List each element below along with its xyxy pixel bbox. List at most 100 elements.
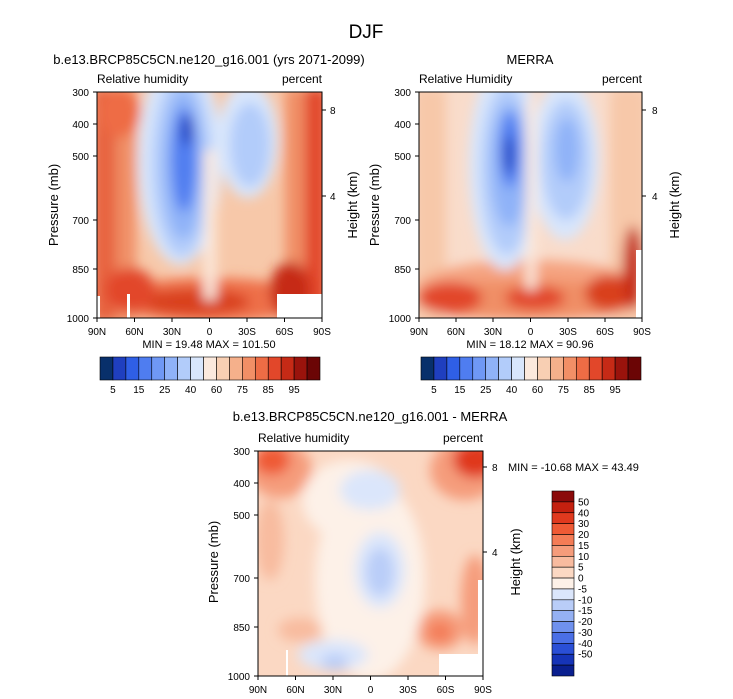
colorbar-box <box>551 545 575 557</box>
panel-model-title: b.e13.BRCP85C5CN.ne120_g16.001 (yrs 2071… <box>53 52 364 67</box>
panel-merra-left-label: Relative Humidity <box>419 72 512 86</box>
colorbar-label: 15 <box>133 385 145 396</box>
colorbar-box <box>537 356 551 381</box>
colorbar-label: -5 <box>578 584 587 595</box>
panel-model-left-label: Relative humidity <box>97 72 188 86</box>
colorbar-label: 5 <box>578 563 584 574</box>
colorbar-box <box>112 356 127 381</box>
colorbar-label: 5 <box>110 385 116 396</box>
colorbar-box <box>446 356 461 381</box>
colorbar-box <box>216 356 230 381</box>
colorbar-box <box>229 356 243 381</box>
colorbar-label: -10 <box>578 595 593 606</box>
colorbar-label: 75 <box>558 385 570 396</box>
panel-model-colorbar: 5 15 25 40 60 75 85 95 <box>99 356 321 396</box>
panel-merra-ytick: 500 <box>394 152 411 163</box>
colorbar-box <box>267 356 282 381</box>
panel-merra-stats: MIN = 18.12 MAX = 90.96 <box>466 339 593 351</box>
colorbar-box <box>551 632 575 644</box>
colorbar-label: 25 <box>159 385 171 396</box>
colorbar-label: 60 <box>532 385 544 396</box>
colorbar-label: 85 <box>584 385 596 396</box>
colorbar-box <box>601 356 616 381</box>
panel-merra-ytick: 1000 <box>389 314 412 325</box>
panel-difference-right-label: percent <box>443 431 484 445</box>
colorbar-box <box>551 664 575 677</box>
colorbar-box <box>203 356 217 381</box>
panel-difference-ytick: 500 <box>233 511 250 522</box>
colorbar-box <box>551 588 575 601</box>
colorbar-box <box>164 356 178 381</box>
panel-merra-axes: 300 400 500 700 850 1000 90N 60N 30N 0 3… <box>367 88 682 351</box>
colorbar-box <box>511 356 525 381</box>
panel-model-xtick: 90N <box>88 327 106 338</box>
panel-difference-y2tick: 4 <box>492 548 498 559</box>
colorbar-label: 0 <box>578 574 584 585</box>
panel-merra-xtick: 0 <box>528 327 534 338</box>
colorbar-label: 50 <box>578 497 590 508</box>
colorbar-box <box>433 356 448 381</box>
colorbar-box <box>551 555 575 568</box>
colorbar-box <box>138 356 153 381</box>
panel-difference-ytick: 400 <box>233 479 250 490</box>
panel-difference-ytick: 300 <box>233 447 250 458</box>
colorbar-box <box>306 356 321 381</box>
panel-model-ytick: 300 <box>72 88 89 99</box>
panel-difference-axes: 300 400 500 700 850 1000 90N 60N 30N 0 3… <box>206 447 639 696</box>
panel-model-ytick: 850 <box>72 265 89 276</box>
colorbar-box <box>551 643 575 655</box>
colorbar-label: 40 <box>578 508 590 519</box>
colorbar-box <box>551 577 575 590</box>
colorbar-label: 15 <box>454 385 466 396</box>
panel-difference-left-label: Relative humidity <box>258 431 349 445</box>
panel-merra-y2tick: 4 <box>652 192 658 203</box>
panel-difference-xtick: 60S <box>437 685 455 696</box>
panel-model-xtick: 30S <box>238 327 256 338</box>
panel-merra-title: MERRA <box>507 52 554 67</box>
panel-merra-y2label: Height (km) <box>667 171 682 238</box>
colorbar-label: 30 <box>578 519 590 530</box>
panel-difference-field <box>258 451 483 676</box>
panel-difference-xtick: 30N <box>324 685 342 696</box>
colorbar-label: 60 <box>211 385 223 396</box>
panel-difference-xtick: 60N <box>286 685 304 696</box>
panel-model-xtick: 30N <box>163 327 181 338</box>
colorbar-label: 75 <box>237 385 249 396</box>
colorbar-box <box>420 356 435 381</box>
colorbar-box <box>472 356 487 381</box>
colorbar-label: -40 <box>578 639 593 650</box>
colorbar-box <box>280 356 295 381</box>
colorbar-box <box>551 523 575 535</box>
colorbar-box <box>551 501 575 514</box>
colorbar-box <box>551 512 575 524</box>
panel-difference-xtick: 30S <box>399 685 417 696</box>
colorbar-box <box>485 356 499 381</box>
panel-merra-colorbar: 5 15 25 40 60 75 85 95 <box>420 356 642 396</box>
panel-merra-xtick: 90N <box>410 327 428 338</box>
colorbar-box <box>498 356 512 381</box>
colorbar-label: -15 <box>578 606 593 617</box>
colorbar-box <box>563 356 577 381</box>
colorbar-label: 15 <box>578 541 590 552</box>
panel-difference-ytick: 1000 <box>228 672 251 683</box>
colorbar-label: 10 <box>578 552 590 563</box>
panel-merra-ytick: 400 <box>394 120 411 131</box>
colorbar-box <box>551 621 575 633</box>
colorbar-box <box>125 356 140 381</box>
colorbar-box <box>551 566 575 579</box>
panel-difference: b.e13.BRCP85C5CN.ne120_g16.001 - MERRA R… <box>206 409 639 696</box>
colorbar-label: 85 <box>263 385 275 396</box>
panel-merra-xtick: 30N <box>484 327 502 338</box>
colorbar-box <box>551 610 575 622</box>
colorbar-box <box>551 490 575 503</box>
panel-merra-xtick: 60S <box>596 327 614 338</box>
colorbar-label: 25 <box>480 385 492 396</box>
colorbar-box <box>190 356 204 381</box>
panel-model-xtick: 0 <box>207 327 213 338</box>
panel-merra-y2tick: 8 <box>652 106 658 117</box>
panel-model-right-label: percent <box>282 72 323 86</box>
panel-difference-xtick: 0 <box>368 685 374 696</box>
panel-difference-stats: MIN = -10.68 MAX = 43.49 <box>508 462 639 474</box>
panel-difference-xtick: 90N <box>249 685 267 696</box>
